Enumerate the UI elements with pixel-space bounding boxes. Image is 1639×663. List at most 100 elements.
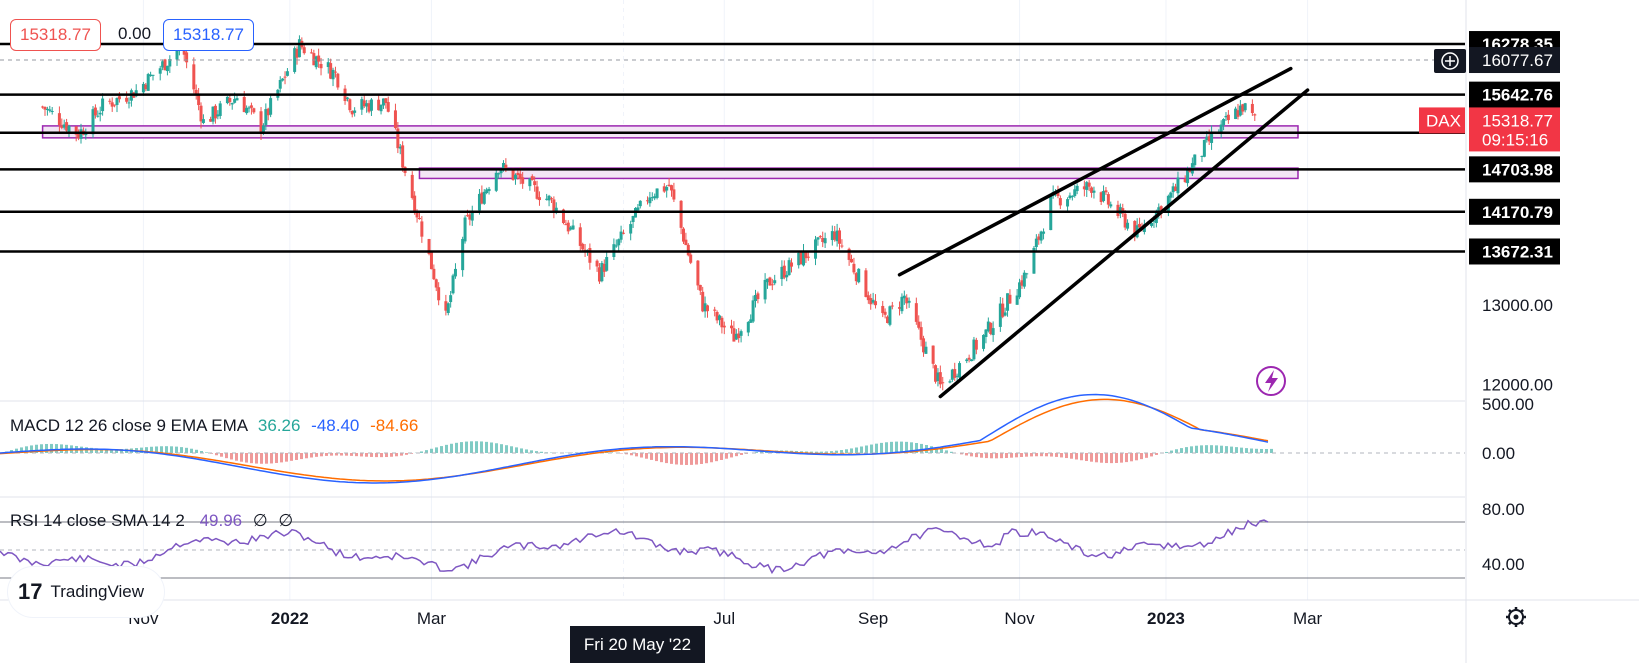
trendline[interactable] (897, 66, 1293, 277)
candle-body (485, 189, 489, 194)
candle-body (1169, 192, 1173, 198)
trendline[interactable] (938, 88, 1310, 399)
macd-histogram-bar (375, 453, 378, 458)
candle-body (369, 99, 373, 111)
candle-body (1034, 238, 1038, 248)
candle-body (549, 198, 553, 200)
gear-icon[interactable] (1506, 607, 1526, 627)
ticker-tag[interactable] (1419, 107, 1465, 134)
macd-histogram-bar (1180, 448, 1183, 453)
macd-histogram-bar (1225, 446, 1228, 453)
macd-histogram-bar (865, 445, 868, 453)
plus-circle-icon[interactable] (1434, 49, 1466, 73)
candle-body (681, 228, 685, 242)
horizontal-levels[interactable] (0, 42, 1465, 253)
lightning-icon-bolt (1265, 370, 1278, 392)
candle-body (785, 274, 789, 278)
candle-body (41, 106, 45, 108)
rsi-line (0, 519, 1269, 575)
macd-value-hist: 36.26 (257, 416, 301, 435)
candle-body (869, 298, 873, 305)
candle-body (770, 284, 774, 286)
countdown-text: 09:15:16 (1482, 130, 1548, 149)
macd-histogram-bar (890, 441, 893, 453)
candle-body (377, 99, 381, 111)
price-zone[interactable] (418, 167, 1299, 180)
price-axis-label: 12000.00 (1482, 376, 1553, 395)
time-axis-label: Jul (713, 609, 735, 628)
candle-body (125, 97, 129, 102)
candle-body (1109, 204, 1113, 207)
macd-histogram-bar (1025, 453, 1028, 457)
candle-body (1025, 273, 1029, 275)
candle-body (790, 262, 794, 267)
candle-body (840, 245, 844, 247)
candle-body (482, 191, 486, 204)
candle-body (1171, 186, 1175, 193)
candle-body (149, 74, 153, 77)
tradingview-logo[interactable]: 17 TradingView (8, 567, 164, 617)
macd-histogram-bar (1190, 446, 1193, 453)
macd-histogram-bar (535, 451, 538, 453)
macd-histogram-bar (180, 447, 183, 453)
candle-body (199, 105, 203, 122)
candle-body (970, 359, 974, 362)
gear-tooth (1520, 621, 1524, 625)
candle-body (614, 245, 618, 247)
macd-histogram-bar (690, 453, 693, 465)
candle-body (655, 188, 659, 198)
candle-body (158, 68, 162, 74)
macd-histogram-bar (275, 453, 278, 463)
macd-histogram-bar (1110, 453, 1113, 464)
macd-histogram-bar (1150, 453, 1153, 457)
trendlines[interactable] (897, 66, 1310, 399)
rsi-legend[interactable]: RSI 14 close SMA 14 2 49.96 ∅ ∅ (10, 511, 293, 531)
candle-body (749, 319, 753, 323)
candle-body (888, 306, 892, 325)
macd-histogram-bar (1030, 453, 1033, 457)
candle-body (1138, 223, 1142, 228)
candle-body (900, 296, 904, 312)
candle-body (302, 47, 306, 54)
candle-body (65, 122, 69, 131)
macd-histogram-bar (1260, 448, 1263, 453)
candle-body (165, 65, 169, 72)
candle-body (91, 109, 95, 135)
macd-histogram-bar (1105, 453, 1108, 464)
candle-body (734, 333, 738, 340)
macd-histogram-bar (910, 442, 913, 453)
candle-body (1032, 247, 1036, 274)
candle-body (537, 197, 541, 201)
candle-body (737, 333, 741, 339)
candle-body (907, 300, 911, 303)
macd-histogram-bar (365, 453, 368, 457)
candle-body (235, 98, 239, 101)
macd-histogram-bar (35, 444, 38, 453)
macd-histogram-bar (580, 452, 583, 453)
candle-body (857, 268, 861, 283)
candle-body (108, 100, 112, 102)
candle-body (905, 297, 909, 304)
time-axis-label: Mar (417, 609, 447, 628)
macd-histogram-bar (40, 444, 43, 453)
candle-body (468, 214, 472, 220)
macd-histogram-bar (490, 442, 493, 453)
candle-body (1205, 136, 1209, 141)
macd-histogram-bar (510, 446, 513, 453)
gear-tooth (1520, 609, 1524, 613)
macd-histogram-bar (200, 451, 203, 453)
time-axis-label: Sep (858, 609, 888, 628)
macd-histogram-bar (1065, 453, 1068, 459)
candle-body (698, 284, 702, 291)
candle-body (871, 299, 875, 303)
candle-body (689, 254, 693, 263)
candle-body (965, 359, 969, 362)
macd-histogram-bar (1215, 445, 1218, 453)
macd-histogram-bar (660, 453, 663, 463)
lightning-icon[interactable] (1256, 366, 1286, 396)
macd-histogram-bar (650, 453, 653, 460)
macd-histogram-bar (1120, 453, 1123, 463)
macd-legend[interactable]: MACD 12 26 close 9 EMA EMA 36.26 -48.40 … (10, 416, 418, 436)
candle-body (667, 184, 671, 186)
